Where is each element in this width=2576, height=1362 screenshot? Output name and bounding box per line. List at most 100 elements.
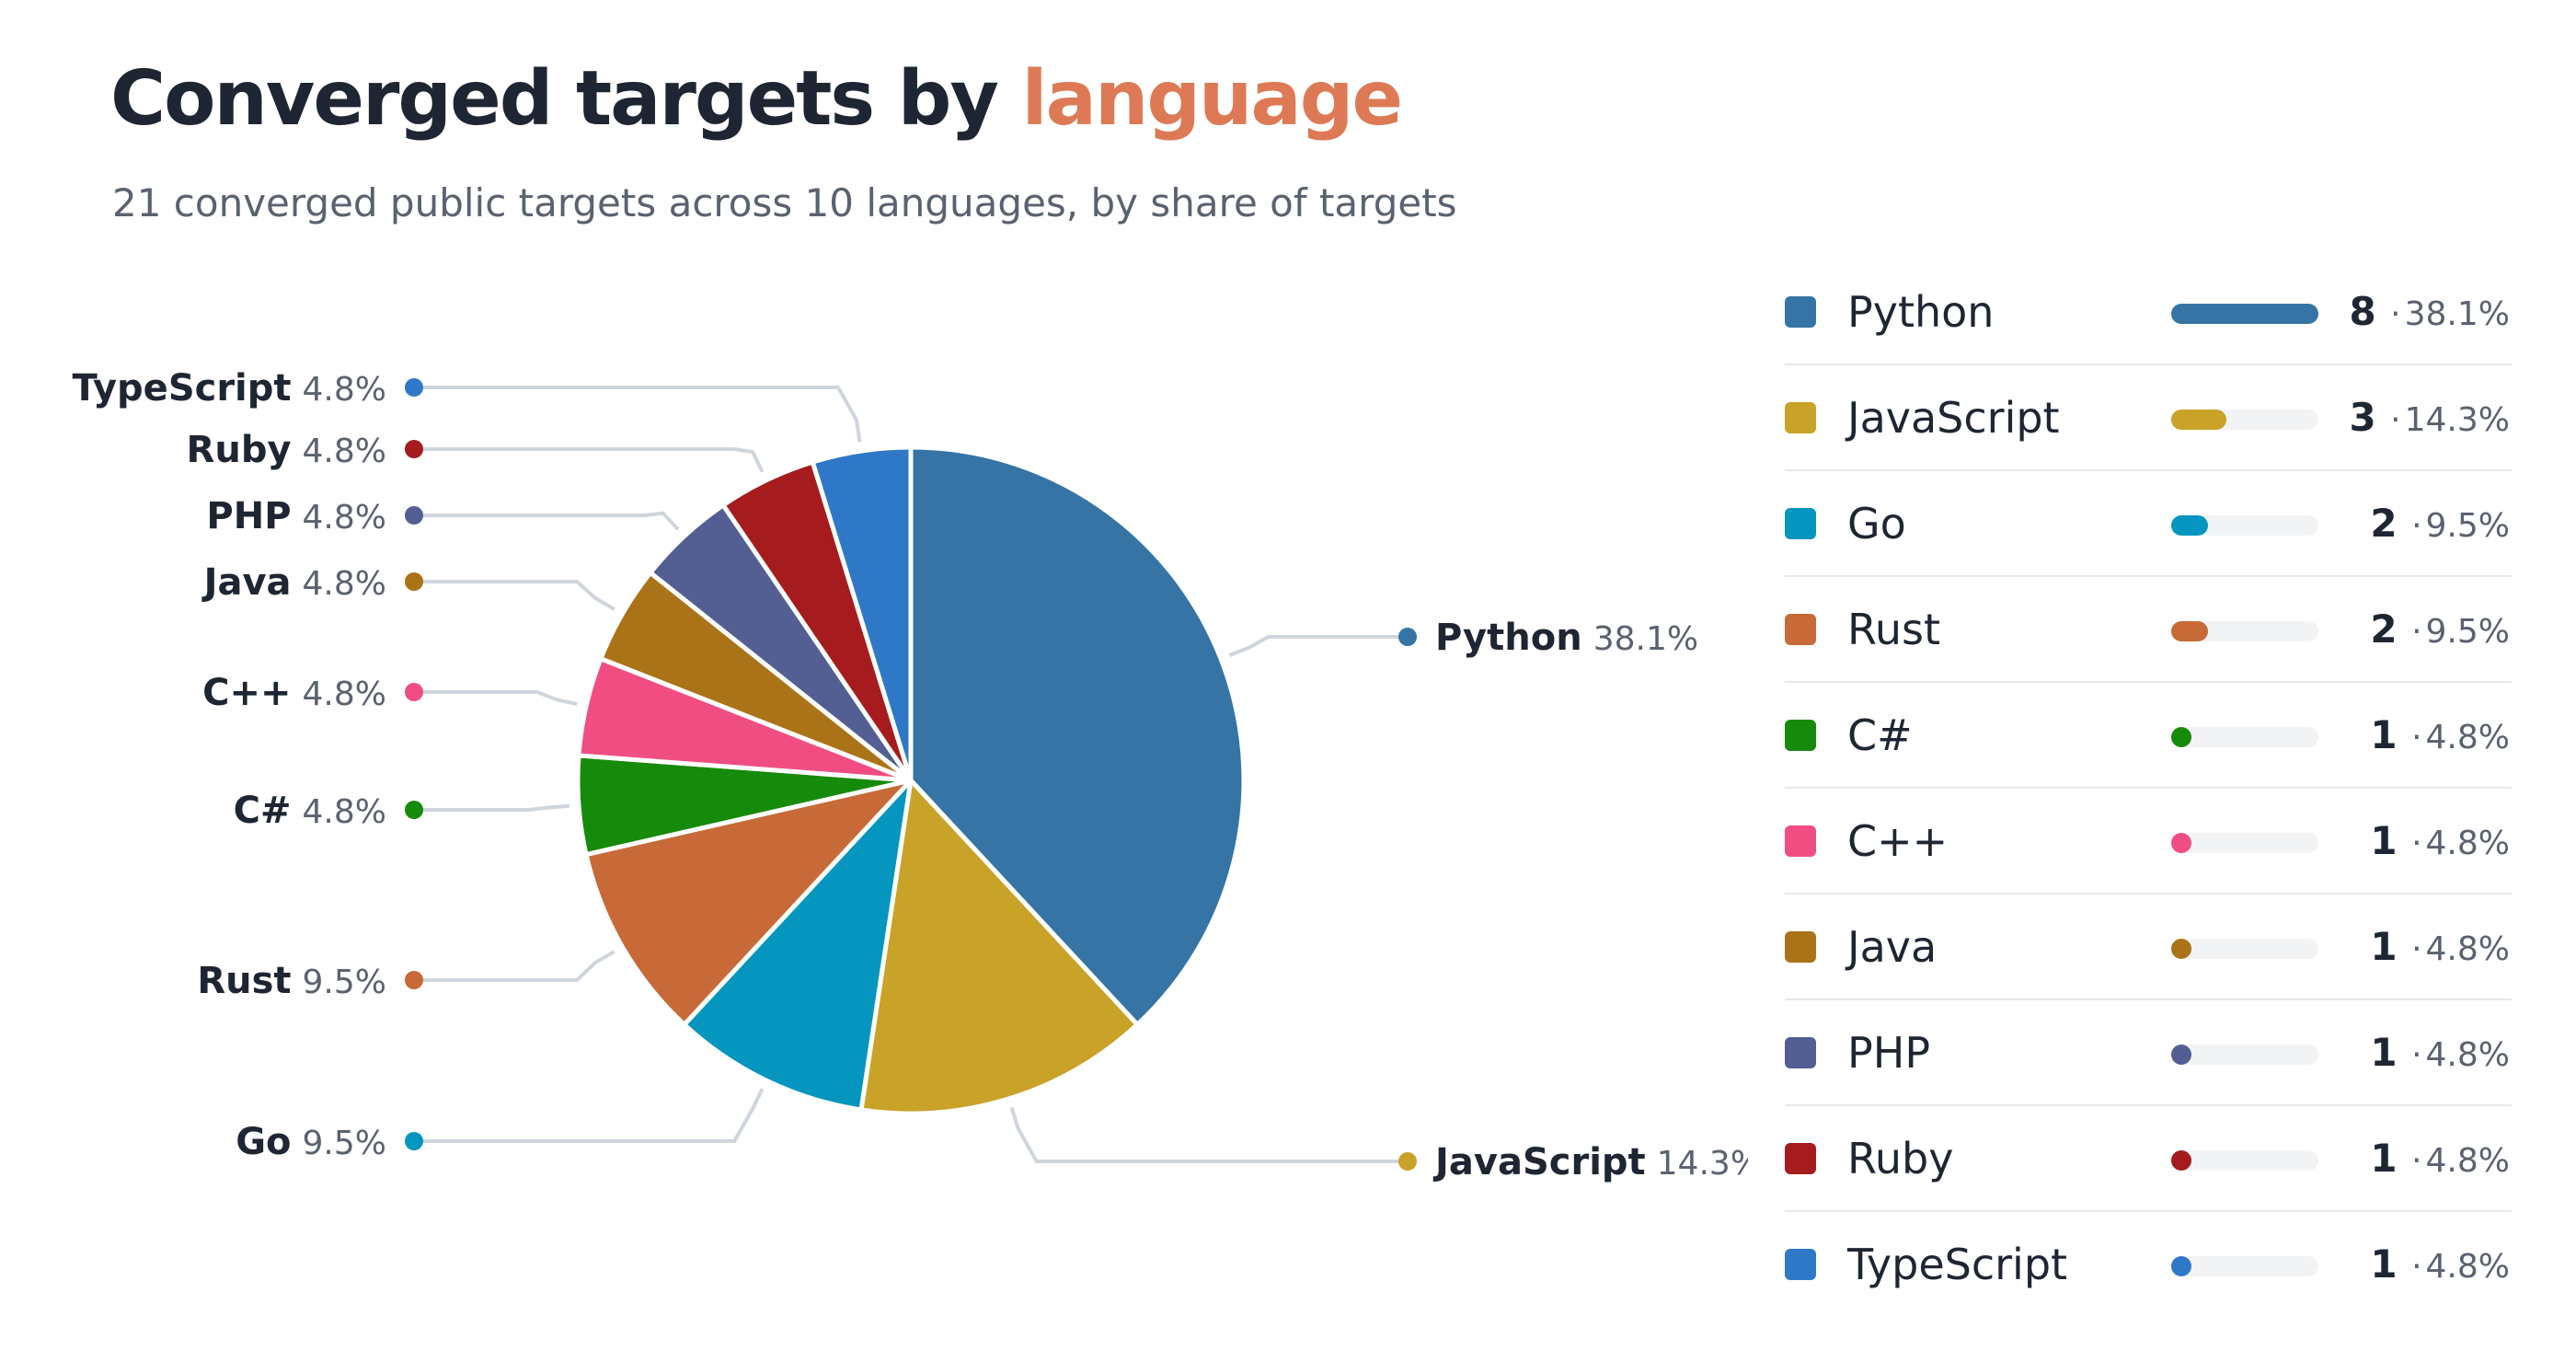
legend-label: PHP (1847, 1028, 1931, 1078)
legend-value: 1 · 4.8% (2370, 1241, 2510, 1287)
pie-label-percent: 14.3% (1657, 1145, 1748, 1183)
legend-label: Python (1847, 287, 1995, 337)
pie-slice-python (908, 444, 1247, 1027)
legend-swatch (1785, 825, 1816, 857)
pie-label-name: PHP (206, 495, 291, 537)
legend-label: C++ (1847, 816, 1949, 866)
legend-swatch (1785, 614, 1816, 645)
legend-label: TypeScript (1847, 1240, 2068, 1289)
pie-slice-javascript (858, 778, 1140, 1116)
chart-title-main: Converged targets by (110, 55, 999, 143)
legend-bar-fill (2171, 621, 2208, 641)
legend-separator: · (2411, 1142, 2422, 1180)
pie-label-name: Go (236, 1121, 291, 1163)
pie-slice-typescript (810, 444, 914, 783)
pie-label-name: Java (201, 561, 292, 604)
pie-label-name: C++ (202, 672, 291, 714)
legend-swatch (1785, 296, 1816, 328)
legend-bar-track (2171, 304, 2318, 324)
legend-row-ruby: Ruby 1 · 4.8% (1785, 1106, 2512, 1212)
legend-percent: 9.5% (2425, 507, 2510, 545)
legend-label: Go (1847, 499, 1906, 548)
legend-bar-fill (2171, 515, 2208, 536)
legend-count: 1 (2370, 1030, 2398, 1075)
pie-label-javascript: JavaScript 14.3% (1432, 1141, 1748, 1183)
pie-label-percent: 4.8% (303, 499, 386, 537)
legend-row-rust: Rust 2 · 9.5% (1785, 577, 2512, 683)
legend-row-csharp: C# 1 · 4.8% (1785, 683, 2512, 789)
legend-bar-fill (2171, 939, 2191, 959)
legend-separator: · (2411, 613, 2422, 651)
legend-value: 3 · 14.3% (2349, 395, 2510, 440)
legend-separator: · (2411, 719, 2422, 756)
leader-line-typescript (414, 386, 862, 443)
pie-label-percent: 4.8% (303, 675, 386, 713)
legend-bar-track (2171, 621, 2318, 641)
label-dot-php (405, 506, 423, 525)
legend-count: 2 (2370, 501, 2398, 546)
legend-bar-fill (2171, 1045, 2191, 1065)
legend-label: C# (1847, 710, 1913, 760)
legend-value: 1 · 4.8% (2370, 924, 2510, 969)
label-dot-java (405, 572, 423, 591)
pie-label-typescript: TypeScript 4.8% (72, 367, 386, 410)
legend-separator: · (2411, 825, 2422, 862)
pie-label-cpp: C++ 4.8% (202, 672, 386, 714)
chart-title: Converged targets by language (110, 55, 1403, 143)
leader-line-javascript (1009, 1106, 1408, 1163)
pie-label-name: C# (234, 790, 292, 832)
legend-bar-fill (2171, 727, 2191, 747)
legend-value: 2 · 9.5% (2370, 606, 2510, 652)
legend-separator: · (2411, 1248, 2422, 1286)
pie-chart: Python 38.1% JavaScript 14.3% Go 9.5% Rust 9.5%… (72, 367, 1748, 1183)
legend-bar-track (2171, 515, 2318, 536)
pie-label-rust: Rust 9.5% (197, 960, 386, 1002)
leader-line-python (1228, 635, 1408, 657)
legend-row-javascript: JavaScript 3 · 14.3% (1785, 365, 2512, 471)
legend-swatch (1785, 720, 1816, 751)
legend-row-java: Java 1 · 4.8% (1785, 895, 2512, 1000)
legend-swatch (1785, 1037, 1816, 1068)
legend-count: 1 (2370, 712, 2398, 757)
legend-value: 2 · 9.5% (2370, 501, 2510, 546)
label-dot-go (405, 1132, 423, 1150)
legend-percent: 4.8% (2425, 1142, 2510, 1180)
pie-label-name: TypeScript (72, 367, 291, 410)
legend-bar-fill (2171, 1150, 2191, 1171)
legend-value: 1 · 4.8% (2370, 712, 2510, 757)
legend-swatch (1785, 1249, 1816, 1280)
pie-label-java: Java 4.8% (201, 561, 386, 604)
pie-label-percent: 4.8% (303, 565, 386, 603)
label-dot-rust (405, 971, 423, 989)
legend-count: 2 (2370, 606, 2398, 652)
label-dot-cpp (405, 683, 423, 701)
legend-percent: 9.5% (2425, 613, 2510, 651)
pie-label-go: Go 9.5% (236, 1121, 386, 1163)
legend-bar-fill (2171, 1256, 2191, 1276)
leader-line-ruby (414, 447, 765, 473)
legend-swatch (1785, 508, 1816, 539)
legend-count: 1 (2370, 924, 2398, 969)
pie-leader-lines (414, 386, 1408, 1163)
pie-slice-go (682, 778, 914, 1113)
legend-value: 8 · 38.1% (2349, 289, 2510, 334)
legend-bar-track (2171, 939, 2318, 959)
legend-count: 3 (2349, 395, 2376, 440)
legend-row-php: PHP 1 · 4.8% (1785, 1000, 2512, 1106)
label-dot-javascript (1398, 1152, 1417, 1171)
legend-bar-track (2171, 1150, 2318, 1171)
legend-count: 1 (2370, 818, 2398, 863)
legend-separator: · (2411, 930, 2422, 968)
legend-count: 1 (2370, 1241, 2398, 1287)
pie-labels: Python 38.1% JavaScript 14.3% Go 9.5% Rust 9.5%… (72, 367, 1748, 1183)
legend-label: Java (1847, 922, 1938, 972)
legend-row-cpp: C++ 1 · 4.8% (1785, 789, 2512, 895)
legend-bar-fill (2171, 833, 2191, 853)
legend-value: 1 · 4.8% (2370, 1030, 2510, 1075)
pie-label-name: Rust (197, 960, 291, 1002)
leader-line-cpp (414, 690, 578, 707)
legend-row-go: Go 2 · 9.5% (1785, 471, 2512, 577)
pie-label-name: JavaScript (1432, 1141, 1646, 1183)
legend-count: 1 (2370, 1136, 2398, 1181)
pie-label-percent: 38.1% (1593, 620, 1698, 658)
